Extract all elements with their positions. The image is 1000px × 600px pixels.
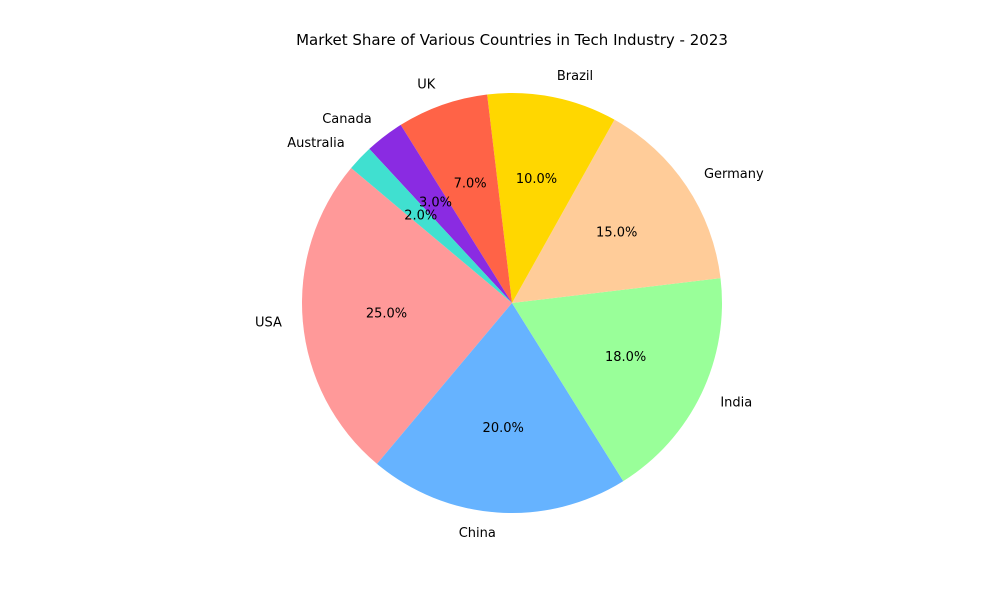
slice-label-china: China (459, 526, 496, 541)
slices-layer (302, 92, 723, 513)
pie-slice-brazil (487, 92, 615, 303)
slice-pct-canada: 3.0% (419, 195, 452, 210)
slice-label-brazil: Brazil (557, 69, 593, 84)
slice-label-canada: Canada (322, 112, 371, 127)
slice-pct-usa: 25.0% (366, 306, 407, 321)
pie-slice-germany (512, 119, 721, 303)
labels-layer: USA 25.0% China 20.0% India 18.0% Germany 15.0%… (255, 69, 764, 541)
pie-slice-canada (369, 124, 512, 303)
pie-slice-australia (351, 148, 512, 303)
slice-label-usa: USA (255, 316, 282, 331)
pie-slice-usa (302, 168, 512, 464)
slice-pct-germany: 15.0% (596, 225, 637, 240)
slice-label-india: India (720, 395, 752, 410)
slice-label-uk: UK (417, 78, 436, 93)
slice-pct-india: 18.0% (605, 350, 646, 365)
slice-pct-australia: 2.0% (404, 209, 437, 224)
pie-slice-uk (400, 94, 512, 304)
slice-pct-uk: 7.0% (454, 177, 487, 192)
pie-slice-china (377, 303, 624, 513)
slice-pct-brazil: 10.0% (516, 172, 557, 187)
slice-label-australia: Australia (287, 136, 345, 151)
slice-label-germany: Germany (704, 167, 764, 182)
pie-slice-india (512, 278, 723, 482)
slice-pct-china: 20.0% (483, 421, 524, 436)
chart-title: Market Share of Various Countries in Tec… (296, 31, 728, 49)
